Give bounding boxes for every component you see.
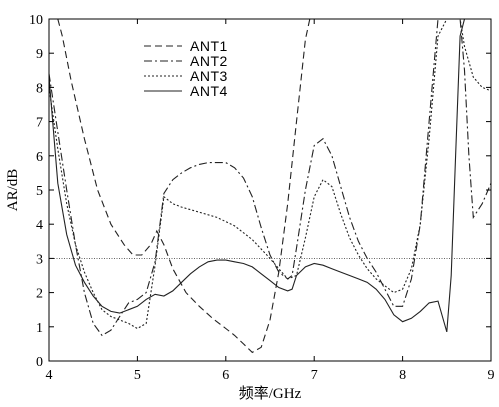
series-line-ant4 bbox=[49, 19, 466, 333]
x-tick-label: 9 bbox=[488, 368, 495, 383]
y-tick-label: 3 bbox=[36, 252, 43, 267]
y-tick-label: 0 bbox=[36, 355, 43, 370]
y-tick-label: 9 bbox=[36, 47, 43, 62]
series-line-ant3 bbox=[49, 19, 491, 330]
y-tick-label: 2 bbox=[36, 287, 43, 302]
y-axis-title: AR/dB bbox=[5, 169, 21, 212]
legend-label-ant3: ANT3 bbox=[190, 68, 228, 84]
y-tick-label: 8 bbox=[36, 81, 43, 96]
series-line-ant2 bbox=[49, 19, 491, 337]
y-tick-label: 10 bbox=[29, 13, 43, 28]
x-tick-label: 6 bbox=[222, 368, 229, 383]
tick-layer: 4 5 6 7 8 9 0 1 2 3 4 5 6 7 8 9 10 bbox=[29, 13, 495, 383]
series-line-ant1 bbox=[57, 19, 430, 354]
y-tick-label: 7 bbox=[36, 116, 43, 131]
series-layer bbox=[49, 19, 491, 354]
x-axis-title: 频率/GHz bbox=[239, 385, 302, 402]
y-tick-label: 1 bbox=[36, 321, 43, 336]
x-tick-label: 7 bbox=[311, 368, 318, 383]
legend-label-ant2: ANT2 bbox=[190, 53, 228, 69]
y-tick-label: 5 bbox=[36, 184, 43, 199]
legend-label-ant4: ANT4 bbox=[190, 83, 228, 99]
x-tick-label: 4 bbox=[46, 368, 53, 383]
plot-area-frame bbox=[48, 18, 492, 362]
legend-label-ant1: ANT1 bbox=[190, 38, 228, 54]
y-tick-label: 6 bbox=[36, 150, 43, 165]
x-tick-label: 5 bbox=[134, 368, 141, 383]
x-tick-label: 8 bbox=[399, 368, 406, 383]
y-tick-label: 4 bbox=[36, 218, 43, 233]
